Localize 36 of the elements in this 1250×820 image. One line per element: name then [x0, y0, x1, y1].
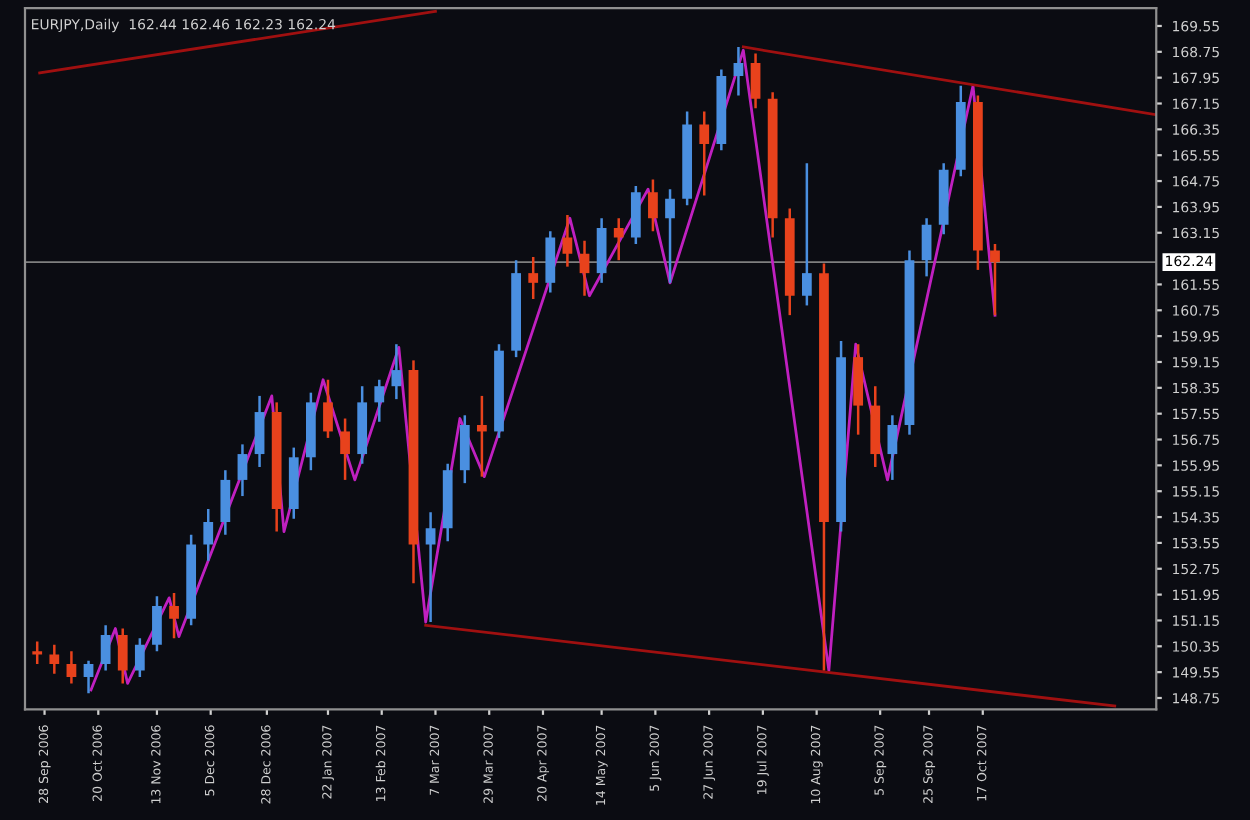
candlestick	[750, 52, 761, 110]
candlestick	[323, 378, 333, 440]
candlestick	[665, 187, 675, 285]
candlestick	[220, 468, 231, 537]
candlestick	[579, 239, 590, 297]
candlestick	[152, 594, 162, 653]
candlestick	[83, 659, 94, 695]
candlestick	[203, 507, 214, 562]
candlestick	[528, 255, 539, 301]
candlestick	[374, 378, 385, 423]
candlestick	[733, 45, 744, 97]
candlestick	[340, 417, 350, 482]
candlestick	[921, 216, 932, 278]
candlestick	[49, 643, 60, 676]
candlestick	[648, 178, 658, 233]
candlestick	[613, 216, 624, 262]
candlestick	[391, 342, 402, 401]
candlestick	[801, 162, 812, 307]
candlestick	[66, 649, 77, 685]
candlestick	[630, 184, 641, 246]
candlestick	[254, 394, 265, 469]
candlestick	[477, 394, 487, 478]
candlestick	[596, 216, 607, 285]
candlestick	[887, 414, 898, 482]
candlestick	[117, 627, 128, 685]
candlestick	[32, 640, 43, 666]
candlestick	[545, 229, 556, 294]
candlestick	[134, 636, 145, 679]
candlestick	[169, 591, 179, 640]
candlestick	[425, 510, 436, 624]
candlestick	[699, 110, 710, 197]
candlestick	[562, 213, 573, 268]
candlestick	[100, 624, 111, 672]
candlestick	[990, 242, 1000, 317]
candlestick	[237, 443, 248, 498]
candlestick	[459, 414, 470, 485]
